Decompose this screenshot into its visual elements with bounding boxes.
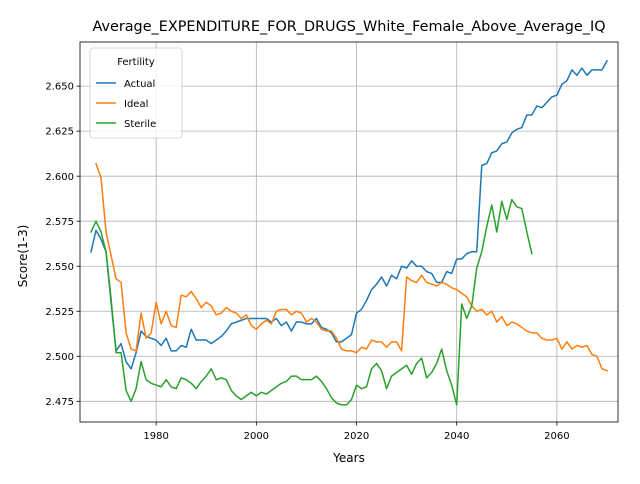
y-tick-label: 2.625 <box>45 127 74 138</box>
y-tick-label: 2.550 <box>45 262 74 273</box>
y-tick-label: 2.525 <box>45 307 74 318</box>
legend-label-actual: Actual <box>124 79 155 90</box>
y-tick-label: 2.600 <box>45 172 74 183</box>
y-tick-label: 2.475 <box>45 397 74 408</box>
x-axis-label: Years <box>332 451 365 465</box>
legend: Fertility Actual Ideal Sterile <box>89 47 183 139</box>
x-tick-label: 2000 <box>244 431 269 442</box>
axes: 1980 2000 2020 2040 2060 2.475 2.500 2.525 2.550… <box>45 41 619 442</box>
x-tick-label: 2060 <box>544 431 569 442</box>
legend-title: Fertility <box>117 57 155 68</box>
legend-label-ideal: Ideal <box>124 99 148 110</box>
plot-frame <box>79 41 619 423</box>
x-tick-label: 2020 <box>344 431 369 442</box>
y-tick-label: 2.500 <box>45 352 74 363</box>
series-line-sterile <box>90 198 533 406</box>
y-tick-label: 2.650 <box>45 82 74 93</box>
legend-box <box>89 47 183 139</box>
y-tick-label: 2.575 <box>45 217 74 228</box>
series-line-actual <box>90 59 609 370</box>
x-tick-label: 2040 <box>444 431 469 442</box>
chart-title: Average_EXPENDITURE_FOR_DRUGS_White_Fema… <box>92 19 605 35</box>
x-tick-label: 1980 <box>143 431 168 442</box>
legend-label-sterile: Sterile <box>124 119 156 130</box>
series-line-ideal <box>95 162 608 372</box>
y-axis-label: Score(1-3) <box>16 225 30 288</box>
series-lines <box>90 59 609 406</box>
